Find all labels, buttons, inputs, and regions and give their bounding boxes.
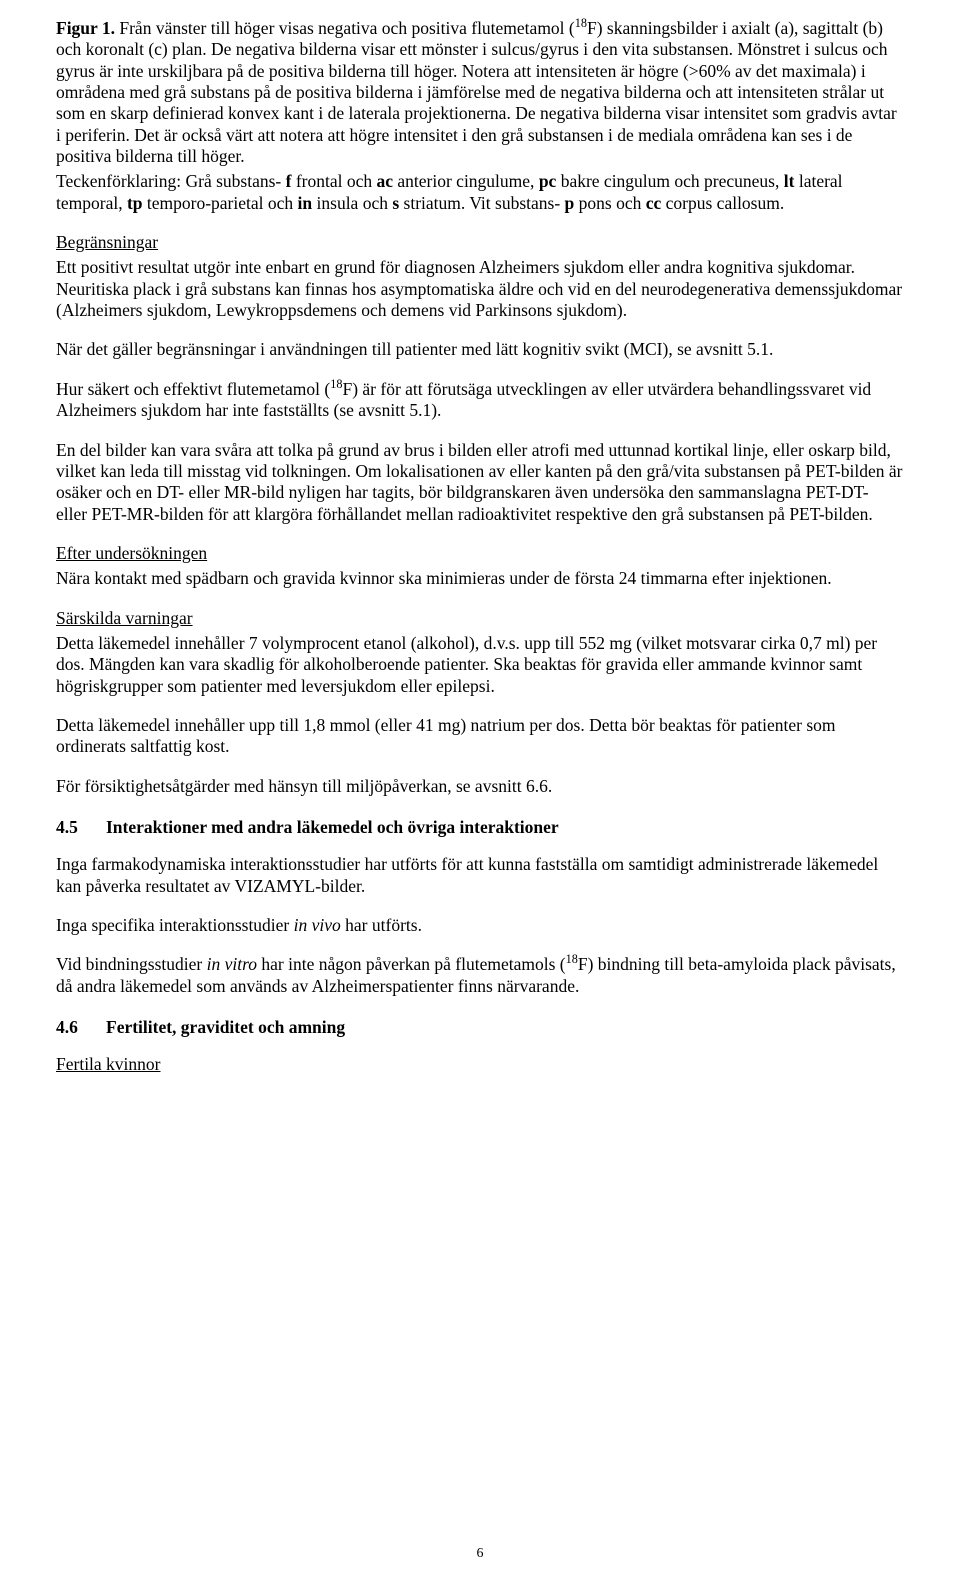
- section-number: 4.6: [56, 1017, 106, 1038]
- limitations-p3: Hur säkert och effektivt flutemetamol (1…: [56, 379, 904, 422]
- figure-caption: Figur 1. Från vänster till höger visas n…: [56, 18, 904, 167]
- superscript-18: 18: [575, 16, 587, 30]
- figure-label: Figur 1.: [56, 18, 115, 38]
- italic-in-vivo: in vivo: [294, 915, 341, 935]
- legend-ac: ac: [376, 171, 393, 191]
- section-title: Fertilitet, graviditet och amning: [106, 1017, 345, 1037]
- superscript-18: 18: [566, 953, 578, 967]
- legend-paragraph: Teckenförklaring: Grå substans- f fronta…: [56, 171, 904, 214]
- section-number: 4.5: [56, 817, 106, 838]
- legend-p: p: [565, 193, 575, 213]
- superscript-18: 18: [330, 377, 342, 391]
- warnings-heading: Särskilda varningar: [56, 608, 904, 629]
- limitations-p2: När det gäller begränsningar i användnin…: [56, 339, 904, 360]
- limitations-p4: En del bilder kan vara svåra att tolka p…: [56, 440, 904, 525]
- section-title: Interaktioner med andra läkemedel och öv…: [106, 817, 559, 837]
- section-4-5-p3: Vid bindningsstudier in vitro har inte n…: [56, 954, 904, 997]
- legend-cc: cc: [646, 193, 662, 213]
- after-exam-p1: Nära kontakt med spädbarn och gravida kv…: [56, 568, 904, 589]
- italic-in-vitro: in vitro: [207, 954, 257, 974]
- section-4-5-p2: Inga specifika interaktionsstudier in vi…: [56, 915, 904, 936]
- legend-pc: pc: [539, 171, 557, 191]
- warnings-p3: För försiktighetsåtgärder med hänsyn til…: [56, 776, 904, 797]
- after-exam-heading: Efter undersökningen: [56, 543, 904, 564]
- legend-lead: Teckenförklaring: Grå substans-: [56, 171, 286, 191]
- warnings-p2: Detta läkemedel innehåller upp till 1,8 …: [56, 715, 904, 758]
- legend-lt: lt: [784, 171, 795, 191]
- section-4-6-sub: Fertila kvinnor: [56, 1054, 904, 1075]
- limitations-p1: Ett positivt resultat utgör inte enbart …: [56, 257, 904, 321]
- section-4-6-heading: 4.6Fertilitet, graviditet och amning: [56, 1017, 904, 1038]
- document-page: Figur 1. Från vänster till höger visas n…: [0, 0, 960, 1576]
- limitations-heading: Begränsningar: [56, 232, 904, 253]
- legend-tp: tp: [127, 193, 143, 213]
- section-4-5-heading: 4.5Interaktioner med andra läkemedel och…: [56, 817, 904, 838]
- page-number: 6: [0, 1545, 960, 1562]
- section-4-5-p1: Inga farmakodynamiska interaktionsstudie…: [56, 854, 904, 897]
- warnings-p1: Detta läkemedel innehåller 7 volymprocen…: [56, 633, 904, 697]
- figure-text-post: F) skanningsbilder i axialt (a), sagitta…: [56, 18, 897, 166]
- figure-text-pre: Från vänster till höger visas negativa o…: [115, 18, 575, 38]
- legend-in: in: [298, 193, 313, 213]
